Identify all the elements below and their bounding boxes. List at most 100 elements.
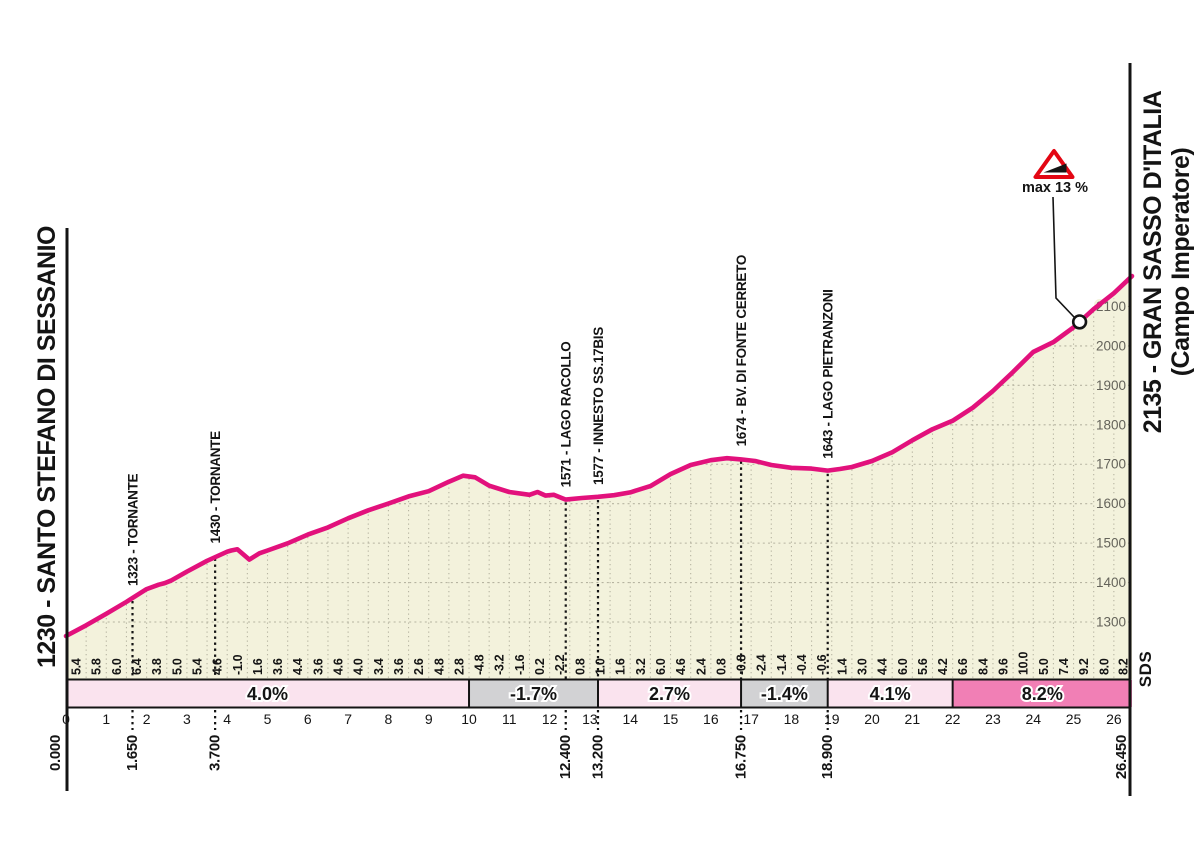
gradient-value: 0.8: [714, 658, 728, 675]
distance-label: 0.000: [47, 735, 64, 771]
km-tick-label: 16: [703, 711, 719, 727]
km-tick-label: 17: [743, 711, 759, 727]
gradient-value: 8.0: [1097, 658, 1111, 675]
gradient-band-label: 4.0%: [247, 684, 288, 704]
landmark-label: 1674 - BV. DI FONTE CERRETO: [734, 255, 749, 446]
km-tick-label: 2: [143, 711, 151, 727]
km-tick-label: 15: [663, 711, 679, 727]
gradient-value: -4.8: [473, 654, 487, 675]
landmark-label: 1577 - INNESTO SS.17BIS: [591, 327, 606, 485]
km-tick-label: 10: [461, 711, 477, 727]
gradient-band-label: 2.7%: [649, 684, 690, 704]
gradient-value: 3.4: [372, 658, 386, 675]
distance-label: 1.650: [124, 735, 141, 771]
gradient-value: -0.4: [795, 654, 809, 675]
elevation-tick-label: 1500: [1096, 536, 1126, 551]
elevation-tick-label: 1900: [1096, 378, 1126, 393]
gradient-band: [827, 680, 953, 707]
gradient-band-label: 4.1%: [870, 684, 911, 704]
km-tick-label: 14: [622, 711, 638, 727]
gradient-band: [66, 680, 470, 707]
gradient-value: 4.8: [432, 658, 446, 675]
elevation-tick-label: 1400: [1096, 575, 1126, 590]
gradient-value: 5.0: [170, 658, 184, 675]
steep-climb-warning-icon: [1033, 149, 1075, 179]
gradient-value: -1.4: [775, 654, 789, 675]
gradient-band-label: -1.7%: [510, 684, 557, 704]
km-tick-label: 13: [582, 711, 598, 727]
gradient-band: [952, 680, 1132, 707]
gradient-value: 9.6: [997, 658, 1011, 675]
gradient-value: 4.4: [876, 658, 890, 675]
gradient-value: 1.6: [251, 658, 265, 675]
profile-line: [63, 273, 1135, 639]
elevation-fill: [66, 276, 1132, 679]
km-tick-label: 11: [502, 711, 517, 727]
gradient-value: -0.8: [735, 654, 749, 675]
gradient-value: 6.0: [654, 658, 668, 675]
gradient-band-label: 8.2%: [1022, 684, 1063, 704]
end-title-line1: 2135 - GRAN SASSO D'ITALIA: [1139, 90, 1167, 433]
gradient-band-strip: 4.0% -1.7% 2.7% -1.4% 4.1% 8.2%: [66, 678, 1132, 709]
elevation-tick-label: 1600: [1096, 496, 1126, 511]
gradient-value: -3.2: [493, 654, 507, 675]
elevation-profile-line: [63, 273, 1135, 639]
max-gradient-callout: max 13 %: [1022, 149, 1088, 330]
gradient-value: -1.6: [513, 654, 527, 675]
gradient-value: 4.0: [352, 658, 366, 675]
max-gradient-label: max 13 %: [1022, 180, 1088, 196]
landmark-label: 1571 - LAGO RACOLLO: [559, 342, 574, 488]
km-tick-label: 26: [1106, 711, 1122, 727]
gradient-value: 2.8: [452, 658, 466, 675]
credit-logo: SDS: [1136, 651, 1155, 687]
km-tick-label: 25: [1066, 711, 1082, 727]
gradient-value: 5.4: [70, 658, 84, 675]
gradient-value: -0.6: [815, 654, 829, 675]
distance-label: 18.900: [819, 735, 836, 779]
gradient-value: 2.4: [694, 658, 708, 675]
end-title-line2: (Campo Imperatore): [1167, 148, 1195, 377]
gradient-value: 8.2: [1116, 658, 1130, 675]
gradient-value: -2.2: [553, 654, 567, 675]
gradient-value: 4.2: [936, 658, 950, 675]
gradient-band: [597, 680, 742, 707]
km-tick-label: 7: [344, 711, 352, 727]
gradient-value: 3.6: [392, 658, 406, 675]
gradient-value: 9.2: [1077, 658, 1091, 675]
gradient-value: -2.4: [755, 654, 769, 675]
gradient-value: 1.4: [835, 658, 849, 675]
landmark-label: 1323 - TORNANTE: [125, 473, 140, 586]
max-gradient-point-marker: [1071, 314, 1088, 330]
landmark-label: 1430 - TORNANTE: [208, 431, 223, 544]
landmark-markers: 1323 - TORNANTE 1430 - TORNANTE 1571 - LAG…: [125, 255, 836, 730]
km-tick-label: 8: [385, 711, 393, 727]
km-tick-label: 21: [905, 711, 921, 727]
gradient-value: 1.6: [614, 658, 628, 675]
elevation-tick-label: 1800: [1096, 417, 1126, 432]
gradient-value: 7.4: [1057, 658, 1071, 675]
km-tick-label: 6: [304, 711, 312, 727]
gradient-value: 4.4: [291, 658, 305, 675]
km-tick-label: 12: [542, 711, 558, 727]
gradient-value: 3.8: [150, 658, 164, 675]
gradient-value: 6.0: [110, 658, 124, 675]
gradient-value: 10.0: [1017, 652, 1031, 675]
km-tick-label: 22: [945, 711, 961, 727]
gradient-value: 4.6: [211, 658, 225, 675]
gradient-value: 0.2: [533, 658, 547, 675]
km-tick-label: 5: [264, 711, 272, 727]
gradient-value: 4.6: [332, 658, 346, 675]
distance-label: 12.400: [557, 735, 574, 779]
km-tick-label: 3: [183, 711, 191, 727]
gradient-value: 8.4: [976, 658, 990, 675]
gradient-band: [741, 680, 828, 707]
km-tick-label: 23: [985, 711, 1001, 727]
distance-label: 16.750: [733, 735, 750, 779]
km-axis: 0123456789101112131415161718192021222324…: [62, 711, 1122, 727]
gradient-value: 4.6: [674, 658, 688, 675]
km-tick-label: 19: [824, 711, 840, 727]
distance-label: 13.200: [589, 735, 606, 779]
